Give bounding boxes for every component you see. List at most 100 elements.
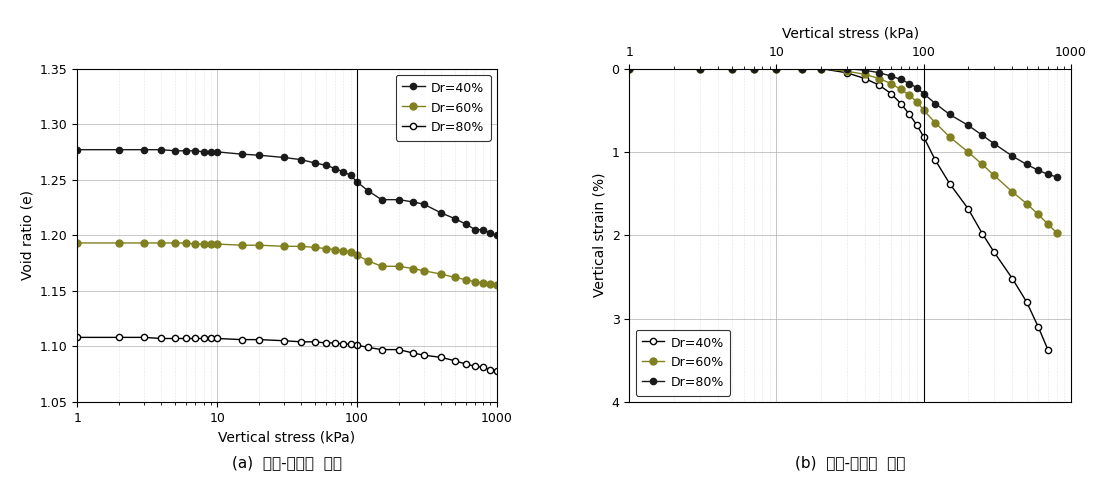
Dr=80% <box>917 91 931 97</box>
Dr=80% <box>113 335 126 341</box>
Dr=60% <box>840 68 853 74</box>
Dr=80% <box>295 339 308 345</box>
Dr=60% <box>235 242 248 248</box>
Dr=60% <box>873 75 887 81</box>
Dr=60% <box>943 134 956 140</box>
Dr=80% <box>725 66 739 72</box>
Dr=80% <box>796 66 809 72</box>
Dr=40% <box>987 249 1000 255</box>
Dr=60% <box>253 242 266 248</box>
Legend: Dr=40%, Dr=60%, Dr=80%: Dr=40%, Dr=60%, Dr=80% <box>636 330 730 395</box>
Dr=80% <box>361 344 374 350</box>
Legend: Dr=40%, Dr=60%, Dr=80%: Dr=40%, Dr=60%, Dr=80% <box>396 75 490 141</box>
Line: Dr=80%: Dr=80% <box>626 66 1060 180</box>
Dr=40% <box>329 166 342 171</box>
Dr=60% <box>894 86 907 92</box>
Dr=80% <box>406 350 420 356</box>
Dr=80% <box>319 340 332 346</box>
Dr=60% <box>911 99 924 105</box>
Dr=40% <box>477 227 490 233</box>
Dr=80% <box>180 336 193 342</box>
Dr=60% <box>903 92 916 98</box>
Dr=40% <box>180 148 193 154</box>
Dr=80% <box>894 76 907 82</box>
Text: (a)  응력-간극비  관계: (a) 응력-간극비 관계 <box>232 455 342 470</box>
Dr=40% <box>435 210 448 216</box>
Dr=40% <box>917 134 931 140</box>
X-axis label: Vertical stress (kPa): Vertical stress (kPa) <box>782 26 919 41</box>
Dr=60% <box>976 161 989 167</box>
Dr=40% <box>1006 275 1019 281</box>
Dr=40% <box>911 122 924 128</box>
Dr=60% <box>295 244 308 249</box>
Dr=40% <box>113 147 126 152</box>
Dr=60% <box>197 241 210 247</box>
Dr=60% <box>769 66 783 72</box>
Dr=60% <box>155 240 168 246</box>
Dr=80% <box>911 85 924 91</box>
Dr=40% <box>976 231 989 237</box>
Dr=80% <box>71 335 84 341</box>
Dr=40% <box>490 232 503 238</box>
Dr=40% <box>189 148 202 154</box>
Dr=60% <box>277 244 290 249</box>
Dr=60% <box>319 245 332 251</box>
Dr=80% <box>155 336 168 342</box>
Dr=40% <box>337 169 350 175</box>
Dr=60% <box>180 240 193 246</box>
Dr=60% <box>859 72 872 77</box>
Dr=60% <box>350 252 363 258</box>
Dr=40% <box>211 149 224 155</box>
Dr=40% <box>747 66 761 72</box>
Dr=80% <box>928 100 942 106</box>
Dr=60% <box>917 107 931 113</box>
Dr=80% <box>884 73 898 79</box>
Dr=40% <box>137 147 150 152</box>
Dr=40% <box>197 149 210 155</box>
Dr=40% <box>344 172 358 178</box>
Dr=40% <box>417 201 431 207</box>
Dr=60% <box>962 149 975 155</box>
Dr=60% <box>928 120 942 125</box>
Dr=40% <box>406 199 420 205</box>
Dr=80% <box>623 66 636 72</box>
Line: Dr=40%: Dr=40% <box>626 66 1051 353</box>
Dr=80% <box>169 336 182 342</box>
Dr=40% <box>204 149 217 155</box>
Dr=80% <box>435 354 448 360</box>
Dr=80% <box>204 336 217 342</box>
Dr=80% <box>987 141 1000 147</box>
Line: Dr=80%: Dr=80% <box>74 334 500 374</box>
Dr=80% <box>477 365 490 370</box>
Dr=40% <box>392 196 405 202</box>
Dr=40% <box>484 230 497 236</box>
Dr=80% <box>329 340 342 346</box>
Dr=40% <box>814 66 827 72</box>
Dr=60% <box>204 241 217 247</box>
Dr=80% <box>814 66 827 72</box>
Dr=60% <box>448 274 461 280</box>
Dr=60% <box>417 268 431 274</box>
Dr=60% <box>113 240 126 246</box>
Dr=60% <box>477 280 490 286</box>
Dr=60% <box>1020 200 1033 206</box>
Dr=80% <box>392 346 405 352</box>
Dr=40% <box>884 91 898 97</box>
Dr=80% <box>344 341 358 347</box>
Dr=40% <box>295 157 308 163</box>
Dr=60% <box>435 271 448 277</box>
Dr=40% <box>873 82 887 88</box>
Dr=60% <box>375 263 389 269</box>
Dr=40% <box>928 157 942 163</box>
Dr=80% <box>211 336 224 342</box>
Dr=80% <box>769 66 783 72</box>
Dr=80% <box>1006 153 1019 159</box>
Y-axis label: Void ratio (e): Void ratio (e) <box>20 190 34 280</box>
Line: Dr=60%: Dr=60% <box>74 240 500 289</box>
Dr=80% <box>337 341 350 347</box>
Dr=60% <box>459 277 473 283</box>
Dr=80% <box>962 122 975 128</box>
Dr=60% <box>337 248 350 254</box>
Dr=60% <box>308 245 321 250</box>
Text: (b)  응력-변형률  관계: (b) 응력-변형률 관계 <box>795 455 905 470</box>
